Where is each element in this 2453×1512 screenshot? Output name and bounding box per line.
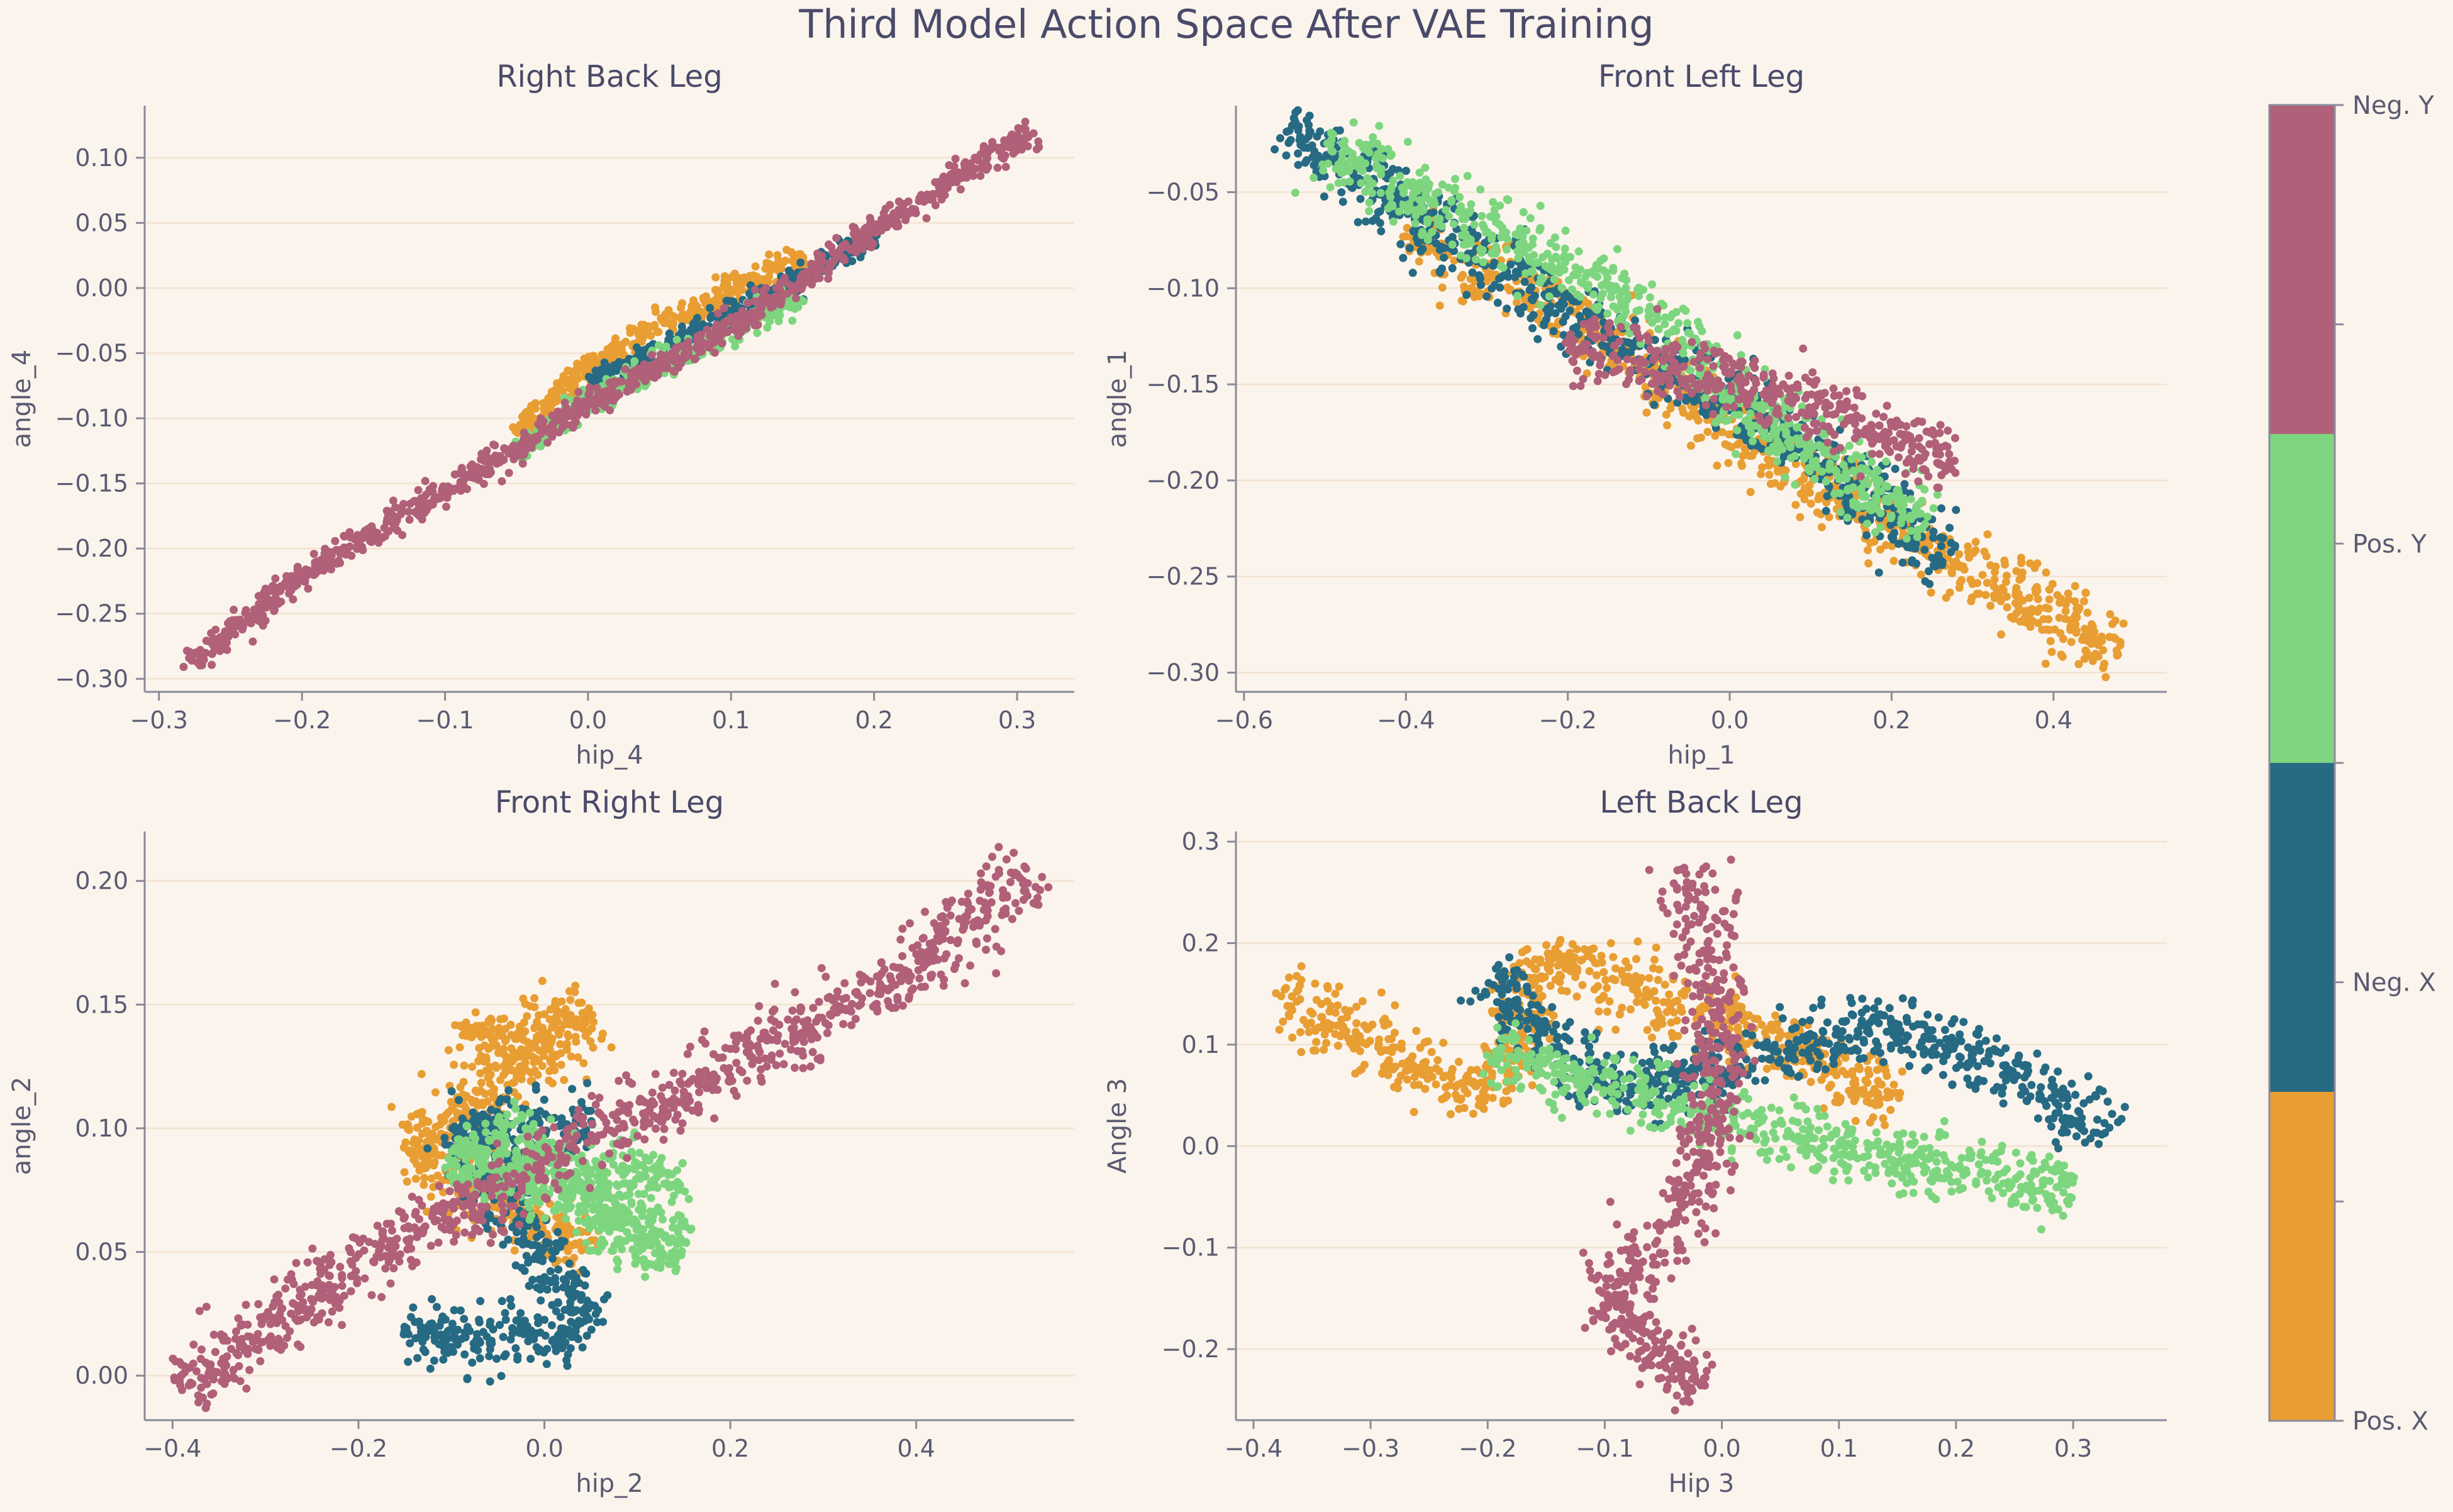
x-axis-label: hip_1 (1667, 741, 1735, 770)
colorbar-segment-1 (2269, 105, 2335, 435)
colorbar-segment-4 (2269, 1092, 2335, 1421)
colorbar-label: Neg. Y (2352, 91, 2434, 120)
y-axis-label: angle_2 (8, 1077, 36, 1175)
x-axis-label: Hip 3 (1669, 1469, 1735, 1498)
x-tick-label: −0.2 (1539, 706, 1597, 734)
subplot-title: Front Left Leg (1598, 59, 1805, 94)
y-tick-label: 0.1 (1182, 1031, 1220, 1059)
x-tick-label: 0.0 (525, 1435, 563, 1462)
subplot-title: Right Back Leg (496, 59, 722, 94)
y-tick-label: −0.25 (55, 600, 128, 628)
y-tick-label: −0.30 (1147, 659, 1220, 686)
y-tick-label: 0.2 (1182, 930, 1220, 957)
y-tick-label: −0.15 (1147, 370, 1220, 398)
x-tick-label: −0.3 (130, 706, 188, 734)
y-tick-label: −0.2 (1162, 1335, 1220, 1363)
x-tick-label: −0.4 (1377, 706, 1435, 734)
y-tick-label: 0.15 (75, 991, 128, 1018)
colorbar-label: Neg. X (2352, 969, 2436, 998)
y-tick-label: −0.25 (1147, 563, 1220, 591)
x-tick-label: 0.4 (2035, 706, 2072, 734)
y-tick-label: 0.20 (75, 867, 128, 895)
y-axis-label: Angle 3 (1103, 1078, 1132, 1174)
x-tick-label: 0.4 (898, 1435, 935, 1462)
x-tick-label: 0.0 (1703, 1435, 1740, 1462)
y-tick-label: 0.00 (75, 1362, 128, 1389)
y-tick-label: 0.00 (75, 274, 128, 302)
y-tick-label: 0.3 (1182, 828, 1220, 855)
y-tick-label: −0.10 (55, 404, 128, 432)
subplot-title: Front Right Leg (495, 785, 724, 820)
x-tick-label: −0.4 (1225, 1435, 1282, 1462)
x-tick-label: −0.1 (416, 706, 474, 734)
y-tick-label: −0.10 (1147, 274, 1220, 302)
subplot-title: Left Back Leg (1599, 785, 1803, 820)
x-tick-label: −0.1 (1576, 1435, 1633, 1462)
colorbar-segment-2 (2269, 434, 2335, 764)
x-axis-label: hip_2 (576, 1469, 643, 1498)
y-tick-label: 0.10 (75, 1115, 128, 1142)
x-tick-label: −0.2 (330, 1435, 387, 1462)
y-tick-label: 0.05 (75, 209, 128, 236)
x-tick-label: 0.0 (1711, 706, 1749, 734)
x-tick-label: 0.3 (2054, 1435, 2092, 1462)
x-tick-label: 0.2 (855, 706, 893, 734)
y-tick-label: −0.15 (55, 470, 128, 498)
y-tick-label: −0.20 (1147, 467, 1220, 494)
x-tick-label: 0.0 (569, 706, 607, 734)
colorbar-label: Pos. X (2352, 1407, 2428, 1436)
y-tick-label: −0.30 (55, 665, 128, 692)
y-tick-label: −0.05 (1147, 179, 1220, 206)
x-tick-label: 0.3 (998, 706, 1036, 734)
colorbar-segment-3 (2269, 763, 2335, 1092)
x-tick-label: 0.2 (711, 1435, 749, 1462)
y-tick-label: 0.10 (75, 144, 128, 172)
y-axis-label: angle_4 (8, 350, 36, 448)
y-tick-label: 0.0 (1182, 1132, 1220, 1160)
x-tick-label: 0.1 (1820, 1435, 1858, 1462)
x-tick-label: −0.2 (1459, 1435, 1516, 1462)
y-axis-label: angle_1 (1103, 350, 1132, 448)
y-tick-label: −0.05 (55, 340, 128, 367)
x-axis-label: hip_4 (576, 741, 643, 770)
x-tick-label: −0.4 (143, 1435, 201, 1462)
x-tick-label: −0.3 (1342, 1435, 1399, 1462)
x-tick-label: 0.2 (1872, 706, 1910, 734)
x-tick-label: −0.6 (1215, 706, 1273, 734)
x-tick-label: 0.2 (1937, 1435, 1975, 1462)
colorbar-label: Pos. Y (2352, 530, 2427, 559)
figure-title: Third Model Action Space After VAE Train… (798, 1, 1654, 47)
y-tick-label: 0.05 (75, 1238, 128, 1266)
y-tick-label: −0.1 (1162, 1234, 1220, 1262)
y-tick-label: −0.20 (55, 535, 128, 562)
x-tick-label: −0.2 (273, 706, 331, 734)
x-tick-label: 0.1 (712, 706, 750, 734)
